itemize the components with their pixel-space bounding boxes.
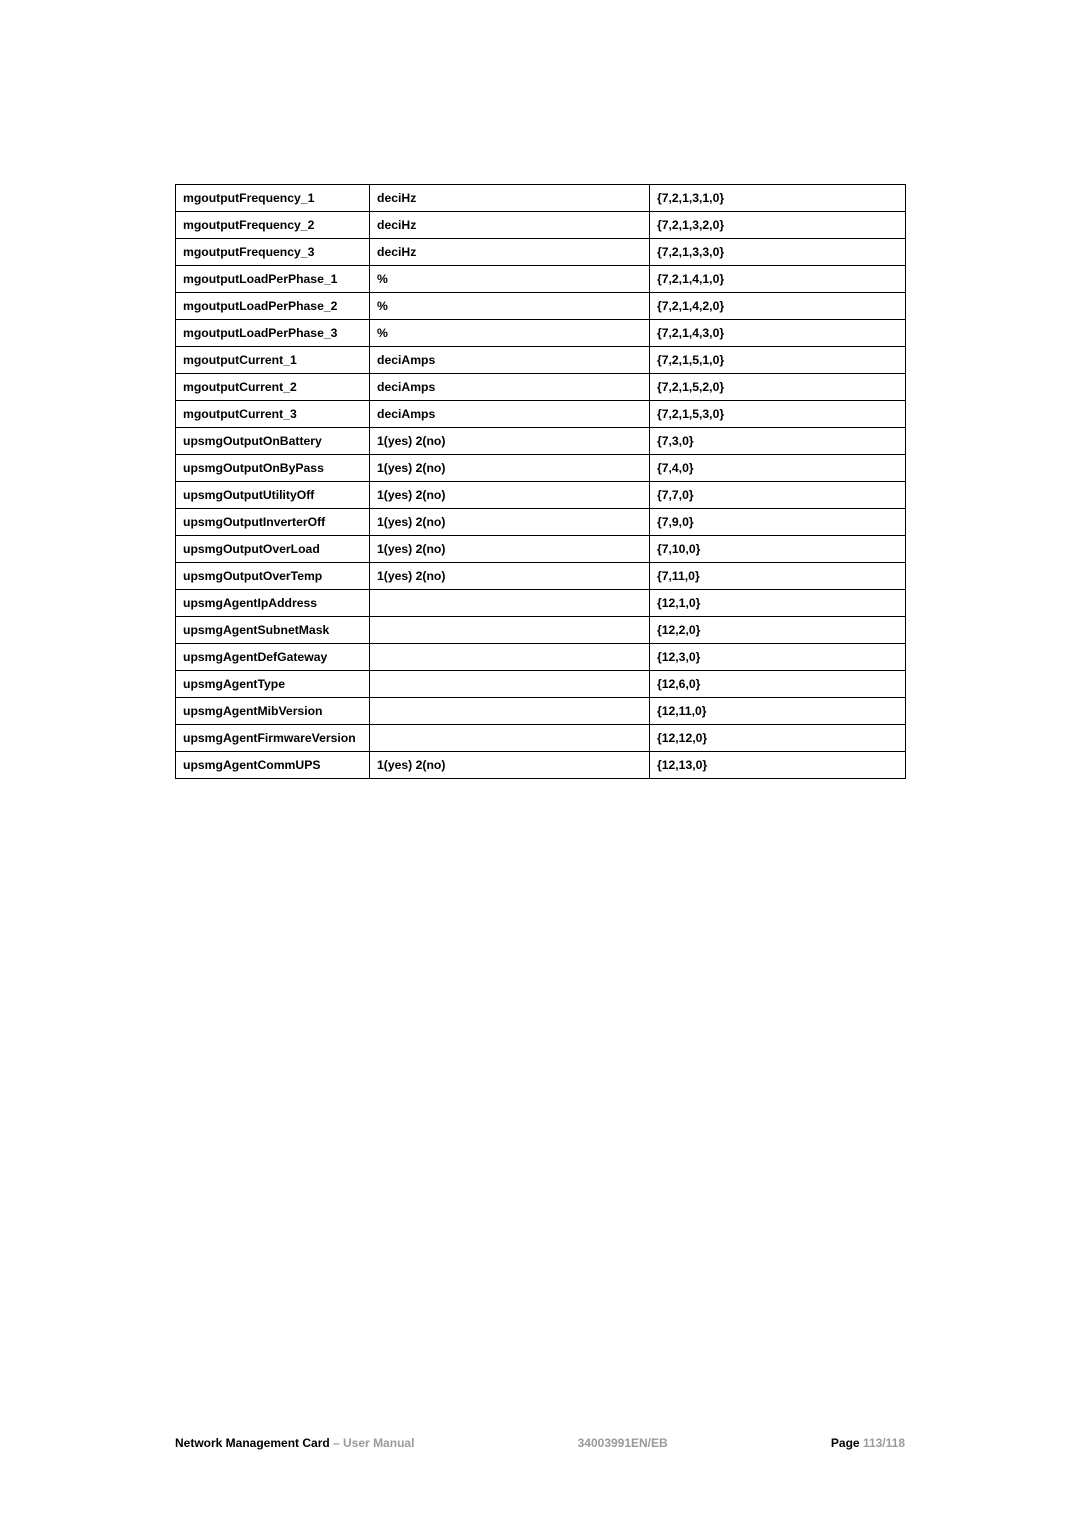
table-row: mgoutputCurrent_2 deciAmps {7,2,1,5,2,0} [176, 374, 906, 401]
cell-oid: {12,1,0} [650, 590, 906, 617]
footer-page-number: 113/118 [863, 1436, 905, 1450]
cell-name: upsmgAgentCommUPS [176, 752, 370, 779]
footer-doc-number: 34003991EN/EB [578, 1436, 668, 1450]
cell-name: upsmgOutputInverterOff [176, 509, 370, 536]
cell-name: upsmgAgentMibVersion [176, 698, 370, 725]
cell-oid: {7,10,0} [650, 536, 906, 563]
cell-oid: {7,11,0} [650, 563, 906, 590]
cell-unit: % [370, 266, 650, 293]
cell-name: upsmgAgentDefGateway [176, 644, 370, 671]
table-row: upsmgAgentDefGateway {12,3,0} [176, 644, 906, 671]
table-row: upsmgAgentFirmwareVersion {12,12,0} [176, 725, 906, 752]
table-row: upsmgOutputOverTemp 1(yes) 2(no) {7,11,0… [176, 563, 906, 590]
cell-oid: {7,2,1,3,1,0} [650, 185, 906, 212]
table-row: upsmgAgentIpAddress {12,1,0} [176, 590, 906, 617]
cell-oid: {7,9,0} [650, 509, 906, 536]
table-row: mgoutputFrequency_2 deciHz {7,2,1,3,2,0} [176, 212, 906, 239]
cell-unit [370, 725, 650, 752]
cell-name: mgoutputCurrent_3 [176, 401, 370, 428]
page: mgoutputFrequency_1 deciHz {7,2,1,3,1,0}… [0, 0, 1080, 1528]
table-row: mgoutputLoadPerPhase_2 % {7,2,1,4,2,0} [176, 293, 906, 320]
table-row: upsmgOutputOverLoad 1(yes) 2(no) {7,10,0… [176, 536, 906, 563]
cell-unit: 1(yes) 2(no) [370, 752, 650, 779]
cell-oid: {7,2,1,5,3,0} [650, 401, 906, 428]
cell-name: mgoutputCurrent_2 [176, 374, 370, 401]
cell-oid: {7,7,0} [650, 482, 906, 509]
mib-table: mgoutputFrequency_1 deciHz {7,2,1,3,1,0}… [175, 184, 906, 779]
page-footer: Network Management Card – User Manual 34… [175, 1436, 905, 1450]
cell-name: upsmgOutputOnBattery [176, 428, 370, 455]
table-row: mgoutputLoadPerPhase_3 % {7,2,1,4,3,0} [176, 320, 906, 347]
cell-unit: deciHz [370, 185, 650, 212]
cell-unit: deciHz [370, 212, 650, 239]
table-row: upsmgOutputUtilityOff 1(yes) 2(no) {7,7,… [176, 482, 906, 509]
mib-table-body: mgoutputFrequency_1 deciHz {7,2,1,3,1,0}… [176, 185, 906, 779]
cell-unit: deciAmps [370, 374, 650, 401]
cell-unit [370, 671, 650, 698]
cell-name: mgoutputCurrent_1 [176, 347, 370, 374]
cell-oid: {7,2,1,4,1,0} [650, 266, 906, 293]
cell-oid: {7,2,1,5,1,0} [650, 347, 906, 374]
cell-name: upsmgOutputOverTemp [176, 563, 370, 590]
cell-oid: {7,2,1,3,2,0} [650, 212, 906, 239]
cell-oid: {12,6,0} [650, 671, 906, 698]
cell-name: mgoutputLoadPerPhase_3 [176, 320, 370, 347]
cell-name: upsmgAgentSubnetMask [176, 617, 370, 644]
footer-doc-title: Network Management Card [175, 1436, 330, 1450]
cell-unit [370, 698, 650, 725]
cell-name: upsmgOutputOverLoad [176, 536, 370, 563]
table-row: mgoutputFrequency_3 deciHz {7,2,1,3,3,0} [176, 239, 906, 266]
table-row: mgoutputFrequency_1 deciHz {7,2,1,3,1,0} [176, 185, 906, 212]
table-row: upsmgAgentSubnetMask {12,2,0} [176, 617, 906, 644]
table-row: upsmgOutputOnByPass 1(yes) 2(no) {7,4,0} [176, 455, 906, 482]
cell-unit: deciHz [370, 239, 650, 266]
cell-oid: {7,3,0} [650, 428, 906, 455]
cell-unit: 1(yes) 2(no) [370, 509, 650, 536]
cell-unit [370, 590, 650, 617]
table-row: upsmgOutputOnBattery 1(yes) 2(no) {7,3,0… [176, 428, 906, 455]
footer-left: Network Management Card – User Manual [175, 1436, 414, 1450]
footer-page: Page 113/118 [831, 1436, 905, 1450]
cell-unit: 1(yes) 2(no) [370, 428, 650, 455]
cell-name: mgoutputLoadPerPhase_1 [176, 266, 370, 293]
cell-unit: deciAmps [370, 347, 650, 374]
table-row: upsmgAgentMibVersion {12,11,0} [176, 698, 906, 725]
cell-oid: {12,11,0} [650, 698, 906, 725]
cell-name: mgoutputFrequency_1 [176, 185, 370, 212]
cell-name: upsmgAgentIpAddress [176, 590, 370, 617]
table-row: upsmgAgentCommUPS 1(yes) 2(no) {12,13,0} [176, 752, 906, 779]
cell-name: mgoutputLoadPerPhase_2 [176, 293, 370, 320]
table-row: upsmgOutputInverterOff 1(yes) 2(no) {7,9… [176, 509, 906, 536]
table-row: upsmgAgentType {12,6,0} [176, 671, 906, 698]
table-row: mgoutputLoadPerPhase_1 % {7,2,1,4,1,0} [176, 266, 906, 293]
cell-unit: % [370, 320, 650, 347]
cell-unit [370, 617, 650, 644]
cell-name: upsmgOutputUtilityOff [176, 482, 370, 509]
cell-unit: % [370, 293, 650, 320]
cell-oid: {7,2,1,4,3,0} [650, 320, 906, 347]
table-row: mgoutputCurrent_1 deciAmps {7,2,1,5,1,0} [176, 347, 906, 374]
cell-unit: 1(yes) 2(no) [370, 482, 650, 509]
cell-name: upsmgAgentType [176, 671, 370, 698]
cell-unit [370, 644, 650, 671]
cell-name: upsmgOutputOnByPass [176, 455, 370, 482]
cell-name: upsmgAgentFirmwareVersion [176, 725, 370, 752]
table-row: mgoutputCurrent_3 deciAmps {7,2,1,5,3,0} [176, 401, 906, 428]
cell-oid: {7,2,1,5,2,0} [650, 374, 906, 401]
cell-oid: {12,2,0} [650, 617, 906, 644]
cell-oid: {12,13,0} [650, 752, 906, 779]
cell-unit: 1(yes) 2(no) [370, 536, 650, 563]
cell-oid: {12,12,0} [650, 725, 906, 752]
cell-oid: {7,4,0} [650, 455, 906, 482]
cell-unit: deciAmps [370, 401, 650, 428]
footer-doc-subtitle: – User Manual [330, 1436, 415, 1450]
cell-oid: {12,3,0} [650, 644, 906, 671]
cell-name: mgoutputFrequency_3 [176, 239, 370, 266]
cell-unit: 1(yes) 2(no) [370, 563, 650, 590]
cell-oid: {7,2,1,4,2,0} [650, 293, 906, 320]
cell-unit: 1(yes) 2(no) [370, 455, 650, 482]
cell-oid: {7,2,1,3,3,0} [650, 239, 906, 266]
footer-page-label: Page [831, 1436, 863, 1450]
cell-name: mgoutputFrequency_2 [176, 212, 370, 239]
